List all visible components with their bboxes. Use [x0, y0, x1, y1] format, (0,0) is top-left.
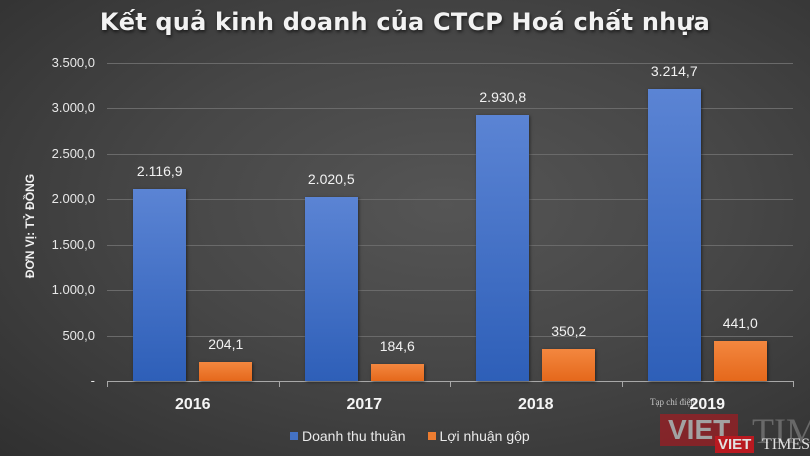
- x-tick-label: 2016: [174, 396, 211, 413]
- y-tick-label: 1.500,0: [51, 237, 95, 252]
- watermark-small-text: Tạp chí điện: [650, 397, 695, 407]
- x-tick-label: 2019: [689, 396, 726, 413]
- data-label: 2.116,9: [136, 162, 183, 179]
- legend-label: Lợi nhuận gộp: [439, 428, 530, 444]
- x-axis-tick: [793, 381, 794, 387]
- gridline: [107, 108, 793, 109]
- y-tick-label: 3.500,0: [51, 55, 95, 70]
- x-axis-tick: [107, 381, 108, 387]
- bar-gross-profit: [370, 364, 424, 381]
- x-axis-tick: [279, 381, 280, 387]
- data-label: 3.214,7: [650, 62, 698, 79]
- chart-title: Kết quả kinh doanh của CTCP Hoá chất nhự…: [99, 8, 711, 36]
- data-label: 204,1: [208, 336, 244, 353]
- legend-label: Doanh thu thuần: [302, 428, 406, 444]
- watermark-times-small: TIMES: [762, 436, 810, 453]
- gridline: [107, 154, 793, 155]
- legend-swatch-blue: [290, 432, 298, 440]
- legend: Doanh thu thuần Lợi nhuận gộp: [290, 428, 552, 444]
- gridline: [107, 290, 793, 291]
- watermark-viet-small: VIET: [715, 436, 755, 453]
- data-label: 350,2: [551, 323, 587, 340]
- bar-gross-profit: [542, 349, 596, 381]
- y-tick-label: 2.500,0: [51, 146, 95, 161]
- y-tick-label: 1.000,0: [51, 282, 95, 297]
- gridline: [107, 199, 793, 200]
- x-axis-tick: [622, 381, 623, 387]
- bar-revenue: [647, 88, 701, 381]
- x-tick-label: 2017: [346, 396, 383, 413]
- legend-item-revenue: Doanh thu thuần: [290, 428, 406, 444]
- data-label: 2.020,5: [307, 171, 355, 188]
- y-tick-label: 2.000,0: [51, 191, 95, 206]
- watermark-times: TIMES: [752, 411, 810, 451]
- bar-revenue: [133, 188, 187, 381]
- bar-revenue: [304, 197, 358, 381]
- y-tick-label: 500,0: [62, 328, 95, 343]
- data-label: 2.930,8: [479, 88, 527, 105]
- legend-item-gross-profit: Lợi nhuận gộp: [427, 428, 530, 444]
- gridline: [107, 63, 793, 64]
- legend-swatch-orange: [427, 432, 436, 440]
- y-tick-label: -: [90, 373, 95, 388]
- data-label: 184,6: [379, 338, 415, 355]
- y-tick-label: 3.000,0: [51, 100, 95, 115]
- gridline: [107, 245, 793, 246]
- data-label: 441,0: [722, 314, 758, 331]
- x-tick-label: 2018: [517, 396, 554, 413]
- bar-gross-profit: [713, 340, 767, 381]
- bar-gross-profit: [199, 362, 253, 381]
- bar-revenue: [476, 114, 530, 381]
- viettimes-watermark: Tạp chí điện VIET TIMES VIET TIMES: [640, 394, 810, 456]
- y-axis-label: ĐƠN VỊ: TỶ ĐỒNG: [23, 173, 37, 279]
- x-axis-tick: [450, 381, 451, 387]
- gridline: [107, 336, 793, 337]
